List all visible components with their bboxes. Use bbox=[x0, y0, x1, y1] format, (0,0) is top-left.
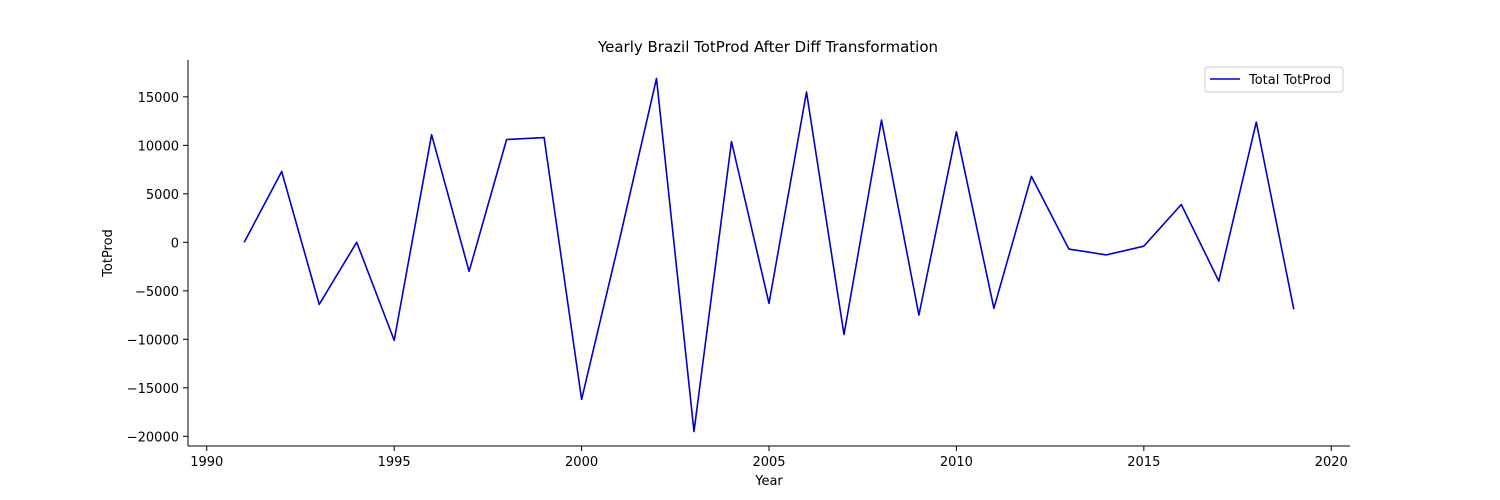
x-axis-ticks: 1990 1995 2000 2005 2010 2015 2020 bbox=[190, 446, 1348, 470]
x-tick-label: 2010 bbox=[940, 455, 973, 470]
y-axis-label: TotProd bbox=[101, 229, 116, 278]
legend: Total TotProd bbox=[1204, 66, 1344, 93]
y-tick-label: −5000 bbox=[135, 285, 179, 300]
x-axis-label: Year bbox=[754, 474, 783, 489]
legend-label: Total TotProd bbox=[1248, 73, 1331, 88]
y-tick-label: −10000 bbox=[127, 333, 179, 348]
y-tick-label: −15000 bbox=[127, 382, 179, 397]
x-tick-label: 1995 bbox=[378, 455, 411, 470]
y-tick-label: 10000 bbox=[138, 139, 179, 154]
chart-title: Yearly Brazil TotProd After Diff Transfo… bbox=[597, 38, 938, 56]
y-tick-label: 5000 bbox=[146, 188, 179, 203]
y-tick-label: −20000 bbox=[127, 430, 179, 445]
x-tick-label: 2005 bbox=[752, 455, 785, 470]
y-tick-label: 0 bbox=[171, 236, 179, 251]
x-tick-label: 1990 bbox=[190, 455, 223, 470]
x-tick-label: 2000 bbox=[565, 455, 598, 470]
y-tick-label: 15000 bbox=[138, 91, 179, 106]
x-tick-label: 2015 bbox=[1127, 455, 1160, 470]
series-line bbox=[243, 77, 1295, 433]
x-tick-label: 2020 bbox=[1315, 455, 1348, 470]
y-axis-ticks: −20000 −15000 −10000 −5000 0 5000 10000 15000 bbox=[127, 91, 188, 445]
series-layer bbox=[243, 77, 1295, 433]
legend-box bbox=[1204, 66, 1344, 93]
